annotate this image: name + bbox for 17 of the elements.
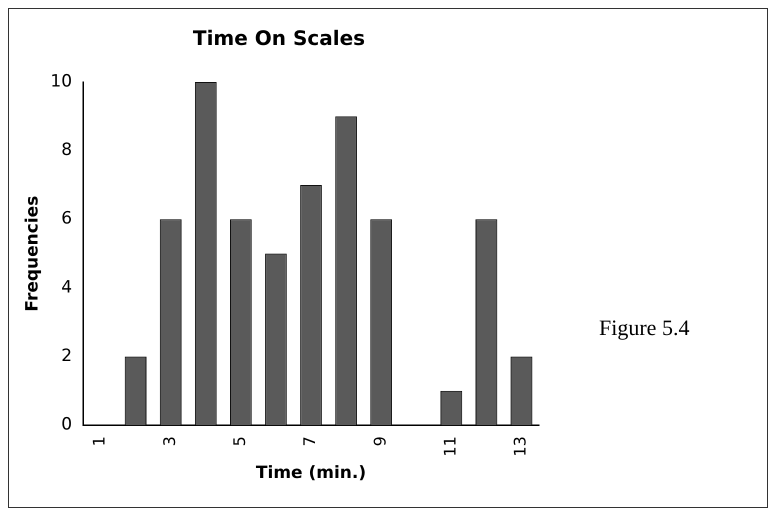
y-tick-label: 0 (61, 414, 72, 435)
x-axis-title: Time (min.) (256, 463, 366, 484)
x-tick-label: 1 (90, 436, 109, 446)
x-tick-label: 7 (300, 436, 320, 446)
y-tick-label: 10 (50, 71, 72, 92)
y-axis-title: Frequencies (22, 196, 43, 312)
y-tick-label: 2 (61, 346, 72, 366)
y-tick-label: 6 (61, 208, 72, 229)
x-tick-label: 11 (440, 436, 460, 457)
y-tick-label: 8 (61, 140, 72, 160)
x-tick-label: 5 (230, 436, 250, 446)
x-tick-label: 9 (370, 436, 390, 446)
x-tick-label: 13 (510, 436, 530, 457)
chart-title: Time On Scales (192, 26, 366, 50)
y-tick-label: 4 (61, 277, 72, 298)
x-tick-label: 3 (160, 436, 179, 446)
caption: Figure 5.4 (599, 315, 690, 341)
